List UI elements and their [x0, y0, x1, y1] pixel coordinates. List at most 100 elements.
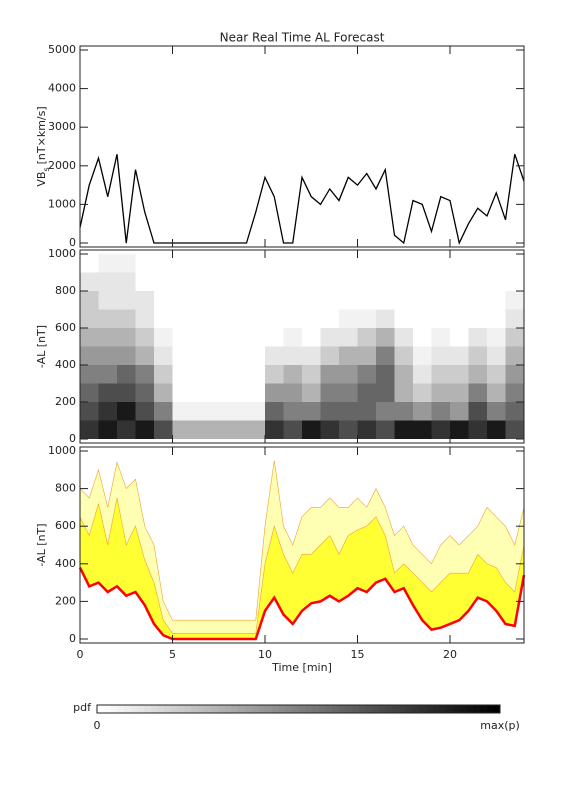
- pdf-cell: [283, 365, 302, 384]
- pdf-cell: [98, 420, 117, 439]
- pdf-cell: [505, 365, 524, 384]
- pdf-cell: [172, 420, 191, 439]
- colorbar-step: [137, 705, 145, 713]
- y-tick-label: 600: [55, 519, 76, 532]
- pdf-cell: [505, 328, 524, 347]
- pdf-cell: [246, 402, 265, 421]
- pdf-cell: [265, 383, 284, 402]
- pdf-cell: [154, 328, 173, 347]
- pdf-cell: [376, 309, 395, 328]
- pdf-cell: [376, 420, 395, 439]
- pdf-cell: [98, 346, 117, 365]
- pdf-cell: [339, 365, 358, 384]
- pdf-cell: [339, 383, 358, 402]
- pdf-cell: [80, 365, 99, 384]
- colorbar-step: [392, 705, 400, 713]
- x-tick-label: 5: [169, 648, 176, 661]
- colorbar-step: [305, 705, 313, 713]
- pdf-cell: [283, 402, 302, 421]
- pdf-cell: [487, 383, 506, 402]
- pdf-cell: [135, 383, 154, 402]
- colorbar-step: [446, 705, 454, 713]
- pdf-cell: [135, 402, 154, 421]
- pdf-cell: [135, 346, 154, 365]
- colorbar-step: [271, 705, 279, 713]
- colorbar-label: pdf: [73, 701, 92, 714]
- colorbar-step: [385, 705, 394, 713]
- pdf-cell: [117, 420, 136, 439]
- pdf-cell: [468, 365, 487, 384]
- y-tick-label: 400: [55, 557, 76, 570]
- pdf-cell: [320, 420, 339, 439]
- colorbar-step: [399, 705, 407, 713]
- pdf-cell: [98, 291, 117, 310]
- pdf-cell: [394, 402, 413, 421]
- colorbar-step: [412, 705, 420, 713]
- data-line: [79, 154, 525, 245]
- pdf-cell: [117, 254, 136, 273]
- pdf-cell: [357, 402, 376, 421]
- pdf-cell: [376, 365, 395, 384]
- pdf-cell: [302, 383, 321, 402]
- pdf-cell: [135, 365, 154, 384]
- pdf-cell: [80, 328, 99, 347]
- pdf-cell: [191, 402, 210, 421]
- colorbar-step: [103, 705, 111, 713]
- pdf-cell: [376, 402, 395, 421]
- x-tick-label: 10: [258, 648, 272, 661]
- pdf-cell: [394, 346, 413, 365]
- pdf-cell: [320, 383, 339, 402]
- pdf-cell: [172, 402, 191, 421]
- pdf-cell: [413, 365, 432, 384]
- y-tick-label: 1000: [48, 197, 76, 210]
- colorbar-step: [439, 705, 447, 713]
- colorbar-frame: [96, 704, 501, 714]
- y-tick-label: 5000: [48, 43, 76, 56]
- pdf-cell: [246, 420, 265, 439]
- pdf-cell: [117, 328, 136, 347]
- pdf-cell: [468, 328, 487, 347]
- pdf-cell: [117, 291, 136, 310]
- colorbar-step: [318, 705, 326, 713]
- colorbar-step: [493, 705, 501, 713]
- x-tick-label: 0: [77, 648, 84, 661]
- pdf-cell: [431, 328, 450, 347]
- pdf-cell: [80, 291, 99, 310]
- pdf-cell: [209, 420, 228, 439]
- pdf-cell: [487, 420, 506, 439]
- colorbar-step: [379, 705, 387, 713]
- pdf-cell: [154, 365, 173, 384]
- colorbar-step: [184, 705, 192, 713]
- pdf-cell: [209, 402, 228, 421]
- pdf-cell: [505, 402, 524, 421]
- colorbar-step: [432, 705, 441, 713]
- y-tick-label: 1000: [48, 444, 76, 457]
- colorbar-step: [426, 705, 434, 713]
- colorbar-step: [170, 705, 179, 713]
- colorbar-step: [177, 705, 185, 713]
- y-label-sub: s: [42, 167, 51, 171]
- colorbar-step: [338, 705, 347, 713]
- plot-frame: [79, 446, 525, 644]
- colorbar-step: [231, 705, 239, 713]
- colorbar-step: [117, 705, 125, 713]
- pdf-cell: [228, 402, 247, 421]
- pdf-cell: [98, 328, 117, 347]
- colorbar-step: [123, 705, 132, 713]
- chart-title: Near Real Time AL Forecast: [220, 31, 385, 45]
- plot-frame: [79, 249, 525, 444]
- pdf-cell: [376, 328, 395, 347]
- colorbar-step: [419, 705, 427, 713]
- colorbar-step: [291, 705, 299, 713]
- pdf-cell: [135, 420, 154, 439]
- y-tick-label: 800: [55, 284, 76, 297]
- colorbar-step: [325, 705, 333, 713]
- pdf-cell: [505, 346, 524, 365]
- pdf-cell: [357, 346, 376, 365]
- pdf-cell: [413, 420, 432, 439]
- pdf-cell: [339, 402, 358, 421]
- pdf-cell: [413, 346, 432, 365]
- pdf-cell: [357, 420, 376, 439]
- colorbar-step: [244, 705, 252, 713]
- colorbar-step: [285, 705, 293, 713]
